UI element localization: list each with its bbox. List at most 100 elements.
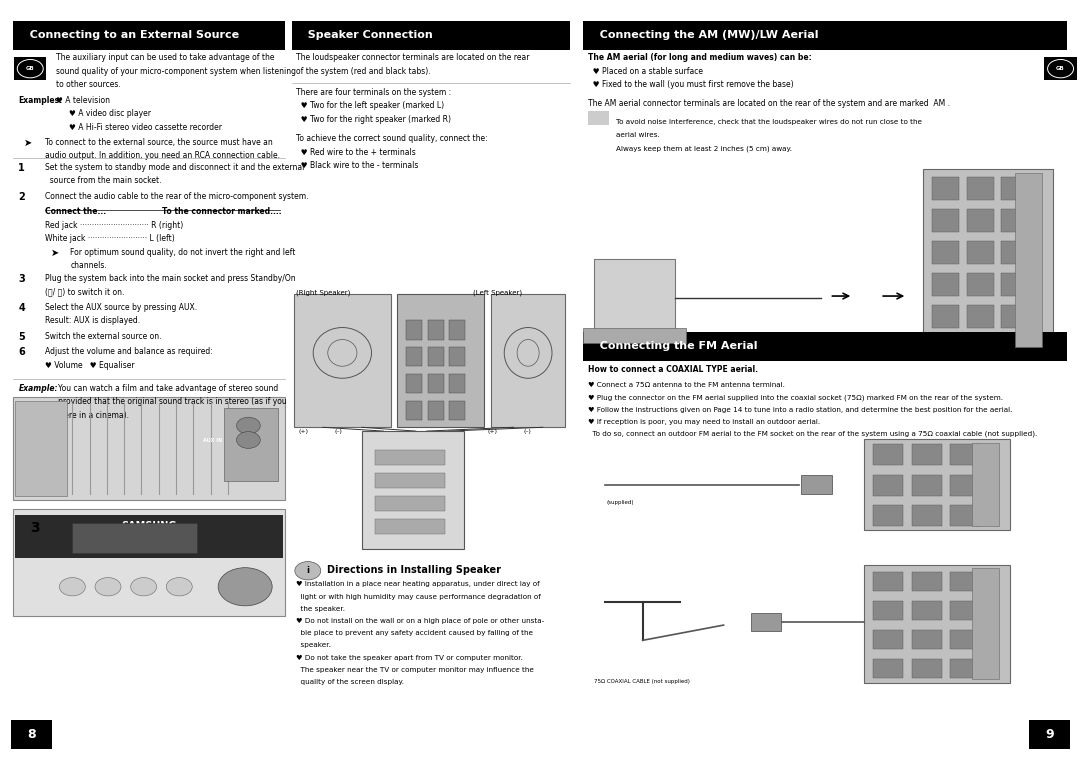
Bar: [950, 630, 981, 649]
Bar: [224, 408, 278, 481]
Text: ➤: ➤: [51, 248, 59, 258]
Text: (supplied): (supplied): [607, 500, 634, 505]
Circle shape: [237, 417, 260, 434]
Bar: [932, 209, 959, 232]
Bar: [449, 401, 465, 420]
Text: provided that the original sound track is in stereo (as if you: provided that the original sound track i…: [58, 398, 287, 406]
Bar: [873, 659, 903, 678]
Text: To avoid noise interference, check that the loudspeaker wires do not run close t: To avoid noise interference, check that …: [616, 119, 921, 125]
Text: Plug the system back into the main socket and press Standby/On: Plug the system back into the main socke…: [45, 275, 296, 283]
Circle shape: [218, 568, 272, 606]
Bar: [932, 273, 959, 296]
Text: 2: 2: [18, 192, 25, 201]
Bar: [912, 444, 942, 465]
Text: ♥ If reception is poor, you may need to install an outdoor aerial.: ♥ If reception is poor, you may need to …: [588, 419, 820, 425]
Bar: [449, 320, 465, 340]
Bar: [294, 294, 391, 427]
Bar: [406, 401, 422, 420]
Text: audio output. In addition, you need an RCA connection cable.: audio output. In addition, you need an R…: [45, 151, 281, 160]
Text: You can watch a film and take advantage of stereo sound: You can watch a film and take advantage …: [58, 384, 279, 393]
Bar: [873, 601, 903, 620]
Bar: [1001, 209, 1028, 232]
Bar: [428, 401, 444, 420]
Bar: [428, 374, 444, 393]
Bar: [873, 572, 903, 591]
Text: GB: GB: [1056, 66, 1065, 71]
Text: light or with high humidity may cause performance degradation of: light or with high humidity may cause pe…: [296, 594, 541, 600]
Text: 6: 6: [18, 347, 25, 357]
Circle shape: [95, 578, 121, 596]
Text: the speaker.: the speaker.: [296, 606, 345, 612]
Text: sound quality of your micro-component system when listening: sound quality of your micro-component sy…: [56, 66, 296, 76]
Bar: [491, 294, 565, 427]
Bar: [13, 509, 285, 616]
Text: ♥ Do not take the speaker apart from TV or computer monitor.: ♥ Do not take the speaker apart from TV …: [296, 655, 523, 661]
Text: ➤: ➤: [24, 137, 32, 147]
Bar: [583, 328, 686, 343]
Text: ♥ Fixed to the wall (you must first remove the base): ♥ Fixed to the wall (you must first remo…: [588, 80, 793, 89]
Bar: [1001, 305, 1028, 328]
Text: 3: 3: [18, 275, 25, 285]
Text: ble place to prevent any safety accident caused by falling of the: ble place to prevent any safety accident…: [296, 630, 532, 636]
Circle shape: [59, 578, 85, 596]
Text: To achieve the correct sound quality, connect the:: To achieve the correct sound quality, co…: [296, 134, 487, 143]
Bar: [72, 523, 197, 553]
Text: speaker.: speaker.: [296, 642, 330, 649]
Text: ♥ A television: ♥ A television: [56, 96, 110, 105]
Text: (Right Speaker): (Right Speaker): [296, 290, 350, 297]
Bar: [397, 294, 484, 427]
Text: Result: AUX is displayed.: Result: AUX is displayed.: [45, 317, 140, 326]
Bar: [406, 320, 422, 340]
Text: (Left Speaker): (Left Speaker): [473, 290, 522, 297]
Bar: [375, 473, 445, 488]
Text: GB: GB: [26, 66, 35, 71]
Bar: [1001, 177, 1028, 200]
Bar: [932, 305, 959, 328]
Text: Select the AUX source by pressing AUX.: Select the AUX source by pressing AUX.: [45, 303, 198, 312]
Text: 1: 1: [18, 163, 25, 173]
Bar: [932, 241, 959, 264]
Text: ♥ A Hi-Fi stereo video cassette recorder: ♥ A Hi-Fi stereo video cassette recorder: [69, 123, 222, 132]
Text: source from the main socket.: source from the main socket.: [45, 176, 162, 185]
Bar: [406, 347, 422, 366]
Bar: [362, 431, 464, 549]
Bar: [972, 443, 999, 526]
Circle shape: [166, 578, 192, 596]
Text: (–): (–): [524, 429, 531, 434]
Text: ♥ Plug the connector on the FM aerial supplied into the coaxial socket (75Ω) mar: ♥ Plug the connector on the FM aerial su…: [588, 394, 1002, 401]
Bar: [1029, 720, 1070, 749]
Bar: [13, 397, 285, 500]
Text: aerial wires.: aerial wires.: [616, 132, 660, 138]
Text: (⏽/ ⏽) to switch it on.: (⏽/ ⏽) to switch it on.: [45, 288, 124, 297]
Bar: [912, 601, 942, 620]
Bar: [967, 241, 994, 264]
Bar: [594, 259, 675, 336]
Bar: [14, 57, 46, 80]
Text: ♥ Connect a 75Ω antenna to the FM antenna terminal.: ♥ Connect a 75Ω antenna to the FM antenn…: [588, 382, 784, 388]
Text: Connect the...: Connect the...: [45, 207, 107, 216]
Circle shape: [295, 562, 321, 580]
Text: SAMSUNG: SAMSUNG: [121, 520, 177, 531]
Text: Examples:: Examples:: [18, 96, 63, 105]
Bar: [449, 347, 465, 366]
Bar: [583, 332, 1067, 361]
Bar: [449, 374, 465, 393]
Text: 5: 5: [18, 332, 25, 342]
Text: (+): (+): [298, 429, 308, 434]
Bar: [1044, 57, 1077, 80]
Text: ♥ Installation in a place near heating apparatus, under direct lay of: ♥ Installation in a place near heating a…: [296, 581, 540, 588]
Text: 9: 9: [1045, 728, 1054, 742]
Bar: [950, 601, 981, 620]
Text: (+): (+): [487, 429, 497, 434]
Text: ♥ Placed on a stable surface: ♥ Placed on a stable surface: [588, 66, 702, 76]
Text: quality of the screen display.: quality of the screen display.: [296, 679, 404, 685]
Text: channels.: channels.: [70, 261, 107, 270]
Text: ♥ Black wire to the - terminals: ♥ Black wire to the - terminals: [296, 161, 418, 170]
Text: To connect to the external source, the source must have an: To connect to the external source, the s…: [45, 137, 273, 146]
Text: The AM aerial (for long and medium waves) can be:: The AM aerial (for long and medium waves…: [588, 53, 811, 63]
Bar: [912, 572, 942, 591]
Bar: [864, 439, 1010, 530]
Circle shape: [237, 432, 260, 449]
Text: How to connect a COAXIAL TYPE aerial.: How to connect a COAXIAL TYPE aerial.: [588, 365, 757, 374]
Text: The auxiliary input can be used to take advantage of the: The auxiliary input can be used to take …: [56, 53, 274, 63]
